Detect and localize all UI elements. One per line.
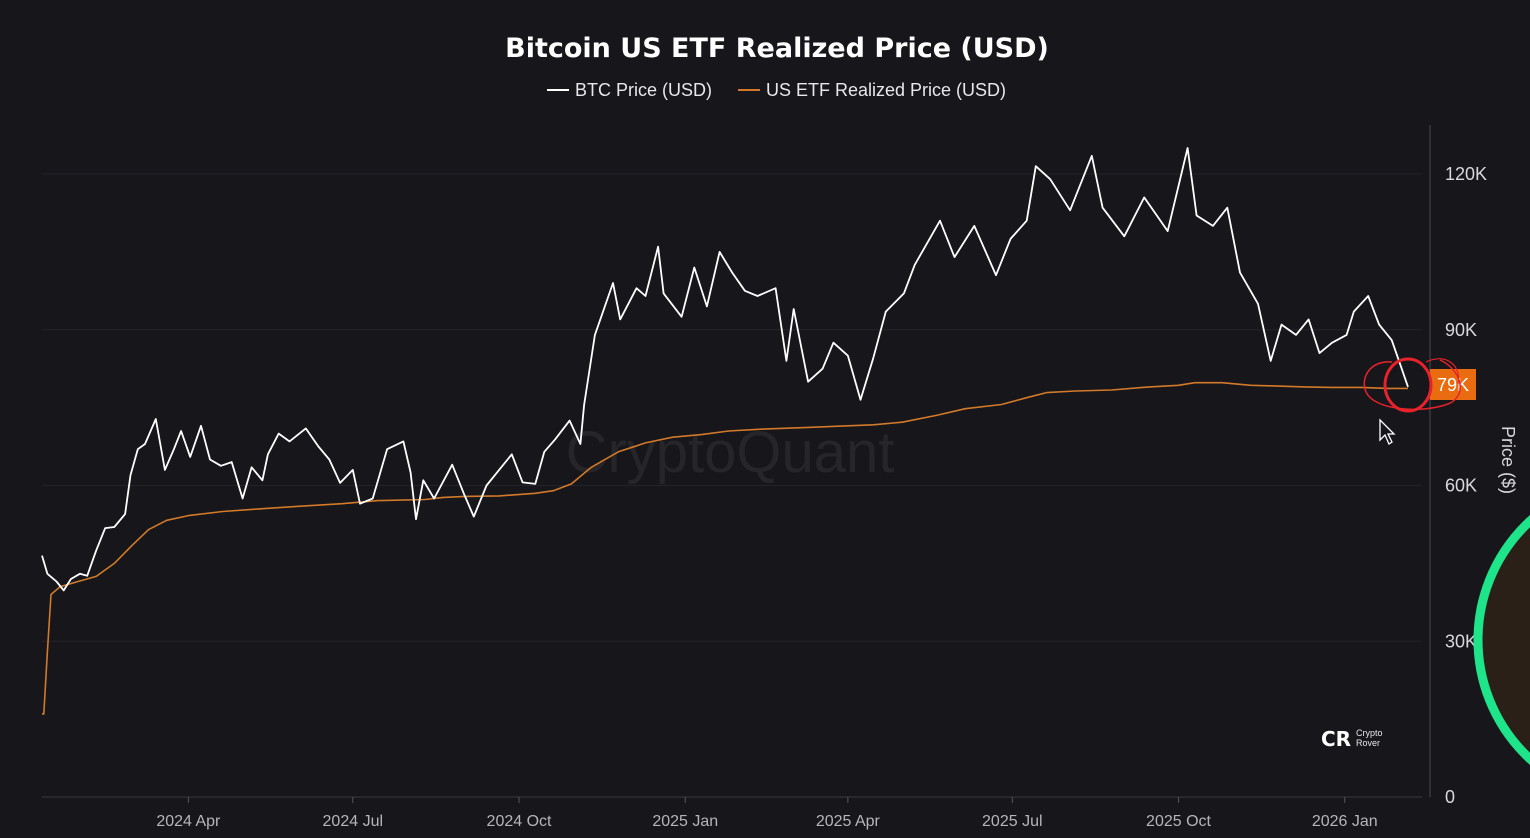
red-annotation-stroke xyxy=(1425,358,1460,385)
series-line-etf-realized-price xyxy=(42,381,1408,715)
crypto-rover-logo-icon: CR xyxy=(1321,727,1351,751)
y-tick-label-3: 90K xyxy=(1445,320,1477,340)
legend-label-btc[interactable]: BTC Price (USD) xyxy=(575,80,712,100)
last-value-badge-label: 79K xyxy=(1437,375,1469,395)
grid-lines xyxy=(42,173,1422,642)
red-annotation-circle-outer xyxy=(1363,359,1461,411)
red-annotation-circle-inner xyxy=(1383,357,1433,413)
y-tick-label-4: 120K xyxy=(1445,164,1487,184)
crypto-rover-logo: CR Crypto Rover xyxy=(1321,727,1383,751)
series-line-btc-price xyxy=(41,147,1409,592)
x-axis-ticks: 2024 Apr 2024 Jul 2024 Oct 2025 Jan 2025 Apr… xyxy=(156,797,1378,830)
logo-text-line-1: Crypto xyxy=(1356,728,1383,738)
y-axis-ticks: 0 30K 60K 90K 120K xyxy=(1445,164,1487,807)
red-annotation-circle xyxy=(1363,357,1461,413)
x-tick-label-6: 2025 Oct xyxy=(1146,813,1211,830)
watermark: CryptoQuant xyxy=(566,420,895,485)
x-tick-label-0: 2024 Apr xyxy=(156,813,221,830)
series-layer xyxy=(41,147,1409,715)
legend-label-etf[interactable]: US ETF Realized Price (USD) xyxy=(766,80,1006,100)
logo-text-line-2: Rover xyxy=(1356,738,1380,748)
webcam-overlay xyxy=(1473,515,1530,765)
legend: BTC Price (USD) US ETF Realized Price (U… xyxy=(547,80,1006,100)
y-tick-label-1: 30K xyxy=(1445,631,1477,651)
x-tick-label-5: 2025 Jul xyxy=(982,813,1043,830)
x-tick-label-7: 2026 Jan xyxy=(1312,813,1378,830)
last-value-badge: 79K xyxy=(1430,369,1476,400)
x-tick-label-2: 2024 Oct xyxy=(487,813,552,830)
last-value-badge-box xyxy=(1430,369,1476,400)
y-tick-label-2: 60K xyxy=(1445,476,1477,496)
x-tick-label-1: 2024 Jul xyxy=(323,813,384,830)
chart-title: Bitcoin US ETF Realized Price (USD) xyxy=(505,33,1049,64)
x-tick-label-3: 2025 Jan xyxy=(652,813,718,830)
y-axis-title: Price ($) xyxy=(1498,426,1518,494)
mouse-cursor-icon xyxy=(1379,418,1396,445)
x-tick-label-4: 2025 Apr xyxy=(816,813,881,830)
y-tick-label-0: 0 xyxy=(1445,787,1455,807)
webcam-ring xyxy=(1473,515,1530,765)
